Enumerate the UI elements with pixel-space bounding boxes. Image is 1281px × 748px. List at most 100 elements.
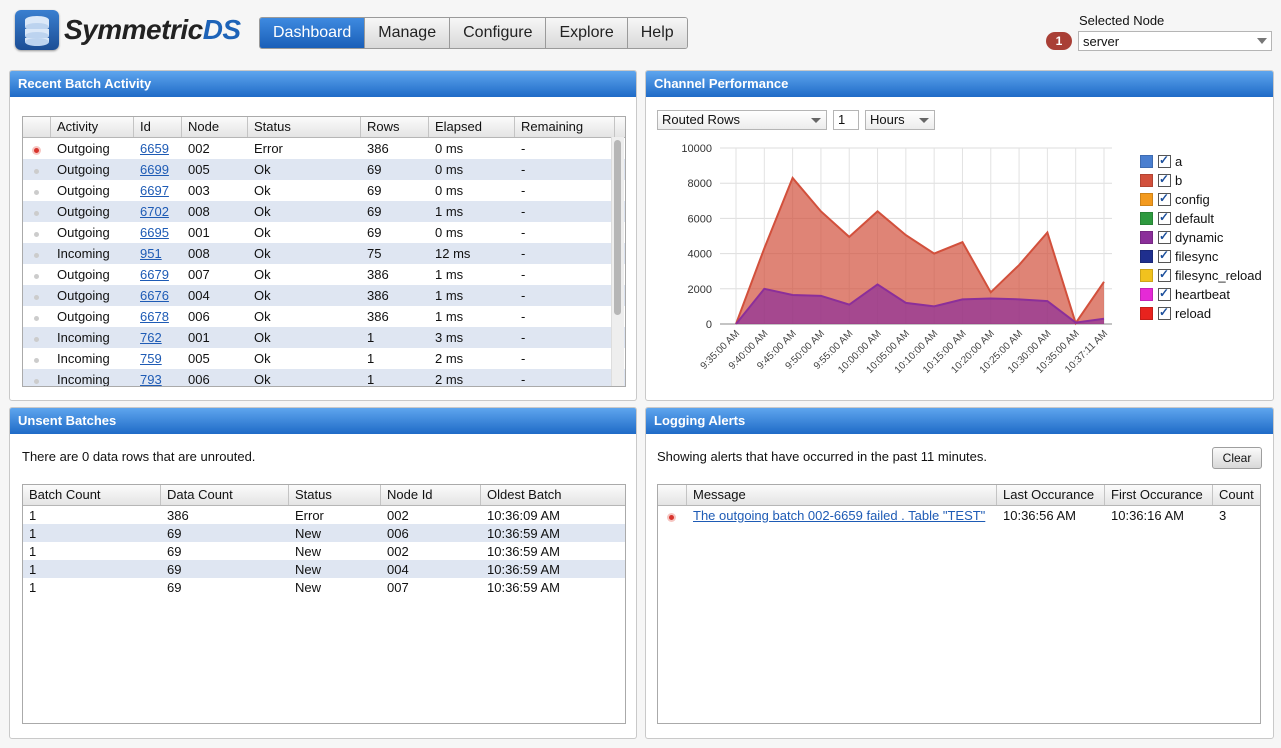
legend-label: filesync xyxy=(1175,248,1219,264)
table-row[interactable]: Outgoing 6676 004 Ok 386 1 ms - xyxy=(23,285,625,306)
legend-item[interactable]: filesync_reload xyxy=(1140,267,1262,283)
col-last-occurance[interactable]: Last Occurance xyxy=(997,485,1105,505)
table-row[interactable]: Incoming 759 005 Ok 1 2 ms - xyxy=(23,348,625,369)
legend-checkbox[interactable] xyxy=(1158,191,1171,206)
col-elapsed[interactable]: Elapsed xyxy=(429,117,515,137)
legend-item[interactable]: dynamic xyxy=(1140,229,1223,245)
clear-button[interactable]: Clear xyxy=(1212,447,1262,469)
batch-id-cell: 6702 xyxy=(134,204,182,219)
legend-item[interactable]: filesync xyxy=(1140,248,1218,264)
node-cell: 005 xyxy=(188,351,210,366)
y-tick-label: 0 xyxy=(706,319,712,331)
table-row[interactable]: Outgoing 6699 005 Ok 69 0 ms - xyxy=(23,159,625,180)
nav-explore[interactable]: Explore xyxy=(546,18,628,48)
table-row[interactable]: Outgoing 6659 002 Error 386 0 ms - xyxy=(23,138,625,159)
col-first-occurance[interactable]: First Occurance xyxy=(1105,485,1213,505)
legend-item[interactable]: a xyxy=(1140,153,1182,169)
elapsed-cell: 3 ms xyxy=(435,330,464,345)
table-row[interactable]: 1 69 New 007 10:36:59 AM xyxy=(23,578,625,596)
alert-message-link[interactable]: The outgoing batch 002-6659 failed . Tab… xyxy=(693,507,986,523)
legend-checkbox[interactable] xyxy=(1158,305,1171,320)
table-row[interactable]: Outgoing 6697 003 Ok 69 0 ms - xyxy=(23,180,625,201)
legend-item[interactable]: b xyxy=(1140,172,1182,188)
col-rows[interactable]: Rows xyxy=(361,117,429,137)
table-row[interactable]: 1 386 Error 002 10:36:09 AM xyxy=(23,506,625,524)
table-row[interactable]: Outgoing 6679 007 Ok 386 1 ms - xyxy=(23,264,625,285)
col-activity[interactable]: Activity xyxy=(51,117,134,137)
rows-cell: 386 xyxy=(367,141,389,156)
recent-batch-scrollbar[interactable] xyxy=(611,137,624,386)
table-row[interactable]: Incoming 762 001 Ok 1 3 ms - xyxy=(23,327,625,348)
legend-checkbox[interactable] xyxy=(1158,267,1171,282)
ok-dot-icon xyxy=(34,253,39,258)
recent-batch-title: Recent Batch Activity xyxy=(10,71,636,97)
legend-checkbox[interactable] xyxy=(1158,153,1171,168)
activity-cell: Outgoing xyxy=(57,288,110,303)
table-row[interactable]: Incoming 793 006 Ok 1 2 ms - xyxy=(23,369,625,387)
col-oldest-batch[interactable]: Oldest Batch xyxy=(487,487,562,502)
elapsed-cell: 1 ms xyxy=(435,288,464,303)
col-remaining[interactable]: Remaining xyxy=(515,117,615,137)
alert-count-badge[interactable]: 1 xyxy=(1046,32,1072,50)
batch-id-link[interactable]: 6697 xyxy=(140,183,169,198)
table-row[interactable]: Outgoing 6702 008 Ok 69 1 ms - xyxy=(23,201,625,222)
batch-id-link[interactable]: 759 xyxy=(140,351,162,366)
col-data-count[interactable]: Data Count xyxy=(161,485,289,505)
legend-checkbox[interactable] xyxy=(1158,229,1171,244)
metric-select[interactable]: Routed Rows xyxy=(657,110,827,130)
col-count[interactable]: Count xyxy=(1219,487,1254,502)
batch-id-link[interactable]: 6702 xyxy=(140,204,169,219)
batch-id-link[interactable]: 762 xyxy=(140,330,162,345)
rows-cell: 1 xyxy=(367,372,375,387)
scrollbar-thumb[interactable] xyxy=(614,140,621,315)
nav-configure[interactable]: Configure xyxy=(450,18,547,48)
period-unit-select[interactable]: Hours xyxy=(865,110,935,130)
legend-item[interactable]: default xyxy=(1140,210,1214,226)
batch-id-cell: 6697 xyxy=(134,183,182,198)
batch-id-link[interactable]: 6695 xyxy=(140,225,169,240)
legend-checkbox[interactable] xyxy=(1158,172,1171,187)
batch-id-cell: 6676 xyxy=(134,288,182,303)
table-row[interactable]: Incoming 951 008 Ok 75 12 ms - xyxy=(23,243,625,264)
table-row[interactable]: The outgoing batch 002-6659 failed . Tab… xyxy=(658,506,1260,524)
batch-id-link[interactable]: 6678 xyxy=(140,309,169,324)
col-node-id[interactable]: Node Id xyxy=(381,485,481,505)
nav-dashboard[interactable]: Dashboard xyxy=(260,18,366,48)
batch-id-link[interactable]: 951 xyxy=(140,246,162,261)
legend-checkbox[interactable] xyxy=(1158,248,1171,263)
col-alert-level[interactable] xyxy=(658,485,687,505)
nav-manage[interactable]: Manage xyxy=(365,18,451,48)
ok-dot-icon xyxy=(34,274,39,279)
ok-dot-icon xyxy=(34,190,39,195)
batch-id-link[interactable]: 6676 xyxy=(140,288,169,303)
table-row[interactable]: Outgoing 6678 006 Ok 386 1 ms - xyxy=(23,306,625,327)
alerts-header: Message Last Occurance First Occurance C… xyxy=(658,485,1260,506)
batch-id-link[interactable]: 6699 xyxy=(140,162,169,177)
batch-id-link[interactable]: 6679 xyxy=(140,267,169,282)
legend-item[interactable]: reload xyxy=(1140,305,1211,321)
batch-count-cell: 1 xyxy=(29,543,37,559)
col-status[interactable]: Status xyxy=(248,117,361,137)
legend-swatch xyxy=(1140,249,1153,263)
legend-swatch xyxy=(1140,306,1153,320)
legend-item[interactable]: heartbeat xyxy=(1140,286,1230,302)
table-row[interactable]: 1 69 New 006 10:36:59 AM xyxy=(23,524,625,542)
legend-checkbox[interactable] xyxy=(1158,286,1171,301)
col-id[interactable]: Id xyxy=(134,117,182,137)
nav-help[interactable]: Help xyxy=(627,18,687,48)
col-status-icon[interactable] xyxy=(23,117,51,137)
table-row[interactable]: 1 69 New 002 10:36:59 AM xyxy=(23,542,625,560)
col-unsent-status[interactable]: Status xyxy=(289,485,381,505)
table-row[interactable]: Outgoing 6695 001 Ok 69 0 ms - xyxy=(23,222,625,243)
node-select[interactable]: server xyxy=(1078,31,1272,51)
legend-item[interactable]: config xyxy=(1140,191,1210,207)
period-count-input[interactable]: 1 xyxy=(833,110,859,130)
col-batch-count[interactable]: Batch Count xyxy=(23,485,161,505)
table-row[interactable]: 1 69 New 004 10:36:59 AM xyxy=(23,560,625,578)
activity-cell: Outgoing xyxy=(57,267,110,282)
legend-checkbox[interactable] xyxy=(1158,210,1171,225)
col-node[interactable]: Node xyxy=(182,117,248,137)
batch-id-link[interactable]: 6659 xyxy=(140,141,169,156)
batch-id-link[interactable]: 793 xyxy=(140,372,162,387)
col-message[interactable]: Message xyxy=(687,485,997,505)
